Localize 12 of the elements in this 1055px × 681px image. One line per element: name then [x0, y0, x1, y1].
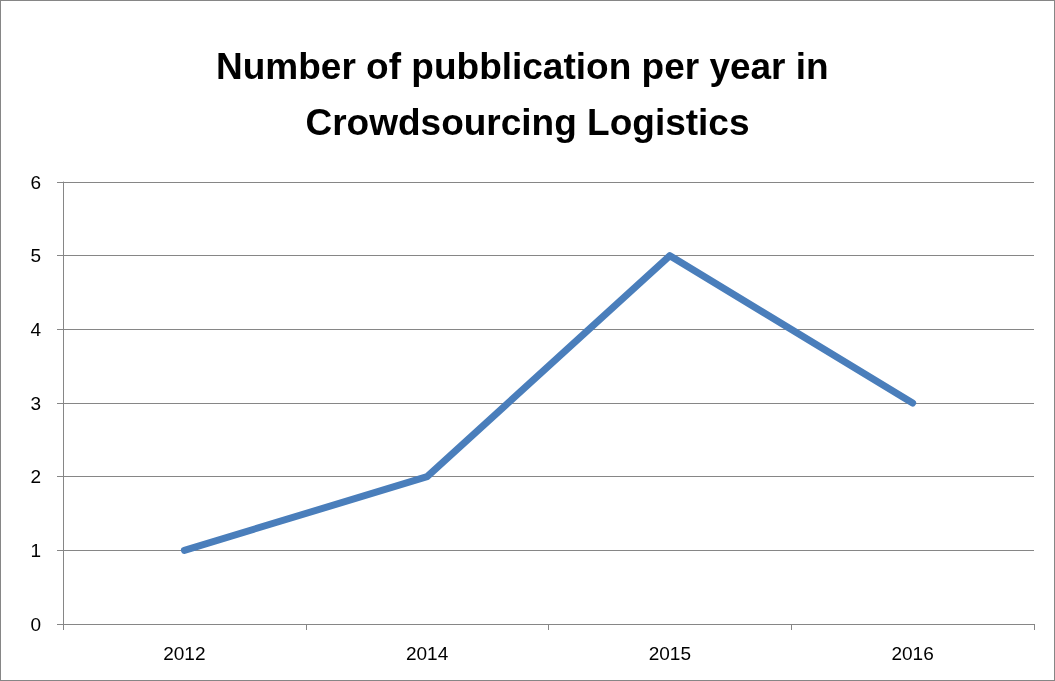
x-tick-label: 2016: [891, 643, 934, 664]
x-tick-label: 2015: [648, 643, 692, 664]
y-tick-label: 2: [30, 466, 41, 488]
x-tick-label: 2014: [405, 643, 449, 664]
x-tick-label: 2012: [163, 643, 206, 664]
chart-title: Number of pubblication per year in Crowdsourcing Logistics: [216, 45, 839, 143]
y-tick-label: 1: [30, 539, 41, 561]
y-tick-label: 5: [30, 245, 41, 267]
y-tick-label: 4: [30, 318, 42, 340]
y-tick-label: 0: [30, 613, 41, 635]
y-tick-label: 6: [30, 171, 41, 193]
y-tick-label: 3: [30, 392, 41, 414]
